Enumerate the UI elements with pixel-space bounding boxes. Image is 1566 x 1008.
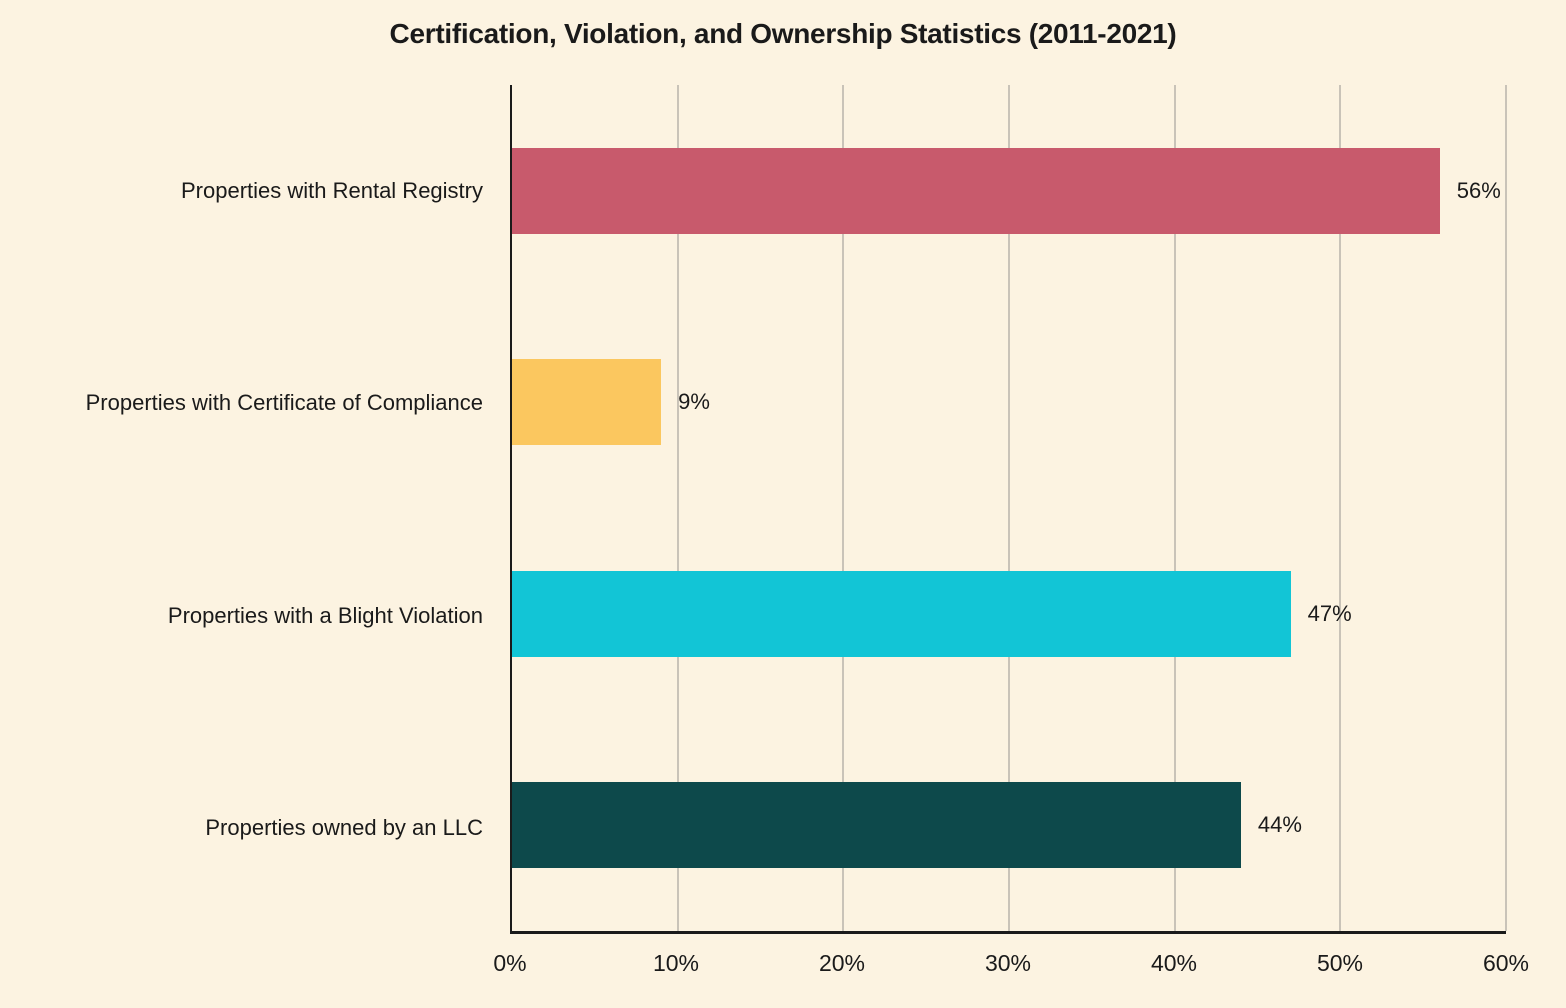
category-label: Properties with Rental Registry [180, 178, 483, 204]
x-tick-label: 60% [1482, 950, 1530, 976]
gridline [1339, 85, 1342, 931]
bar-rows: 56% 9% 47% 44% [512, 85, 1506, 931]
x-tick-label: 20% [818, 950, 866, 976]
value-label: 56% [1456, 177, 1501, 203]
x-axis-ticks: 0% 10% 20% 30% 40% 50% 60% [493, 948, 1529, 978]
value-label: 44% [1257, 812, 1302, 838]
category-label: Properties owned by an LLC [205, 814, 483, 840]
gridline [1173, 85, 1176, 931]
gridline [676, 85, 679, 931]
bar-properties-owned-by-an-llc [512, 782, 1241, 869]
gridline [1008, 85, 1010, 931]
bar-row: 44% [512, 720, 1506, 932]
bar-row: 47% [512, 508, 1506, 720]
bar-properties-with-certificate-of-compliance [512, 359, 662, 446]
bar-properties-with-rental-registry [512, 147, 1440, 234]
gridline [842, 85, 845, 931]
bar-row: 9% [512, 297, 1506, 509]
x-tick-label: 10% [652, 950, 700, 976]
x-tick-label: 50% [1316, 950, 1364, 976]
gridline [1505, 85, 1507, 931]
plot-area: 56% 9% 47% 44% [510, 85, 1507, 934]
bar-properties-with-a-blight-violation [512, 570, 1291, 657]
category-labels: Properties with Rental Registry Propertie… [0, 85, 510, 934]
category-label: Properties with a Blight Violation [167, 602, 483, 628]
x-tick-label: 30% [984, 950, 1032, 976]
bar-row: 56% [512, 85, 1506, 297]
x-tick-label: 40% [1150, 950, 1198, 976]
chart-title: Certification, Violation, and Ownership … [389, 18, 1177, 49]
value-label: 9% [678, 389, 710, 415]
category-label: Properties with Certificate of Complianc… [85, 390, 483, 416]
value-label: 47% [1307, 600, 1352, 626]
x-tick-label: 0% [493, 950, 527, 976]
